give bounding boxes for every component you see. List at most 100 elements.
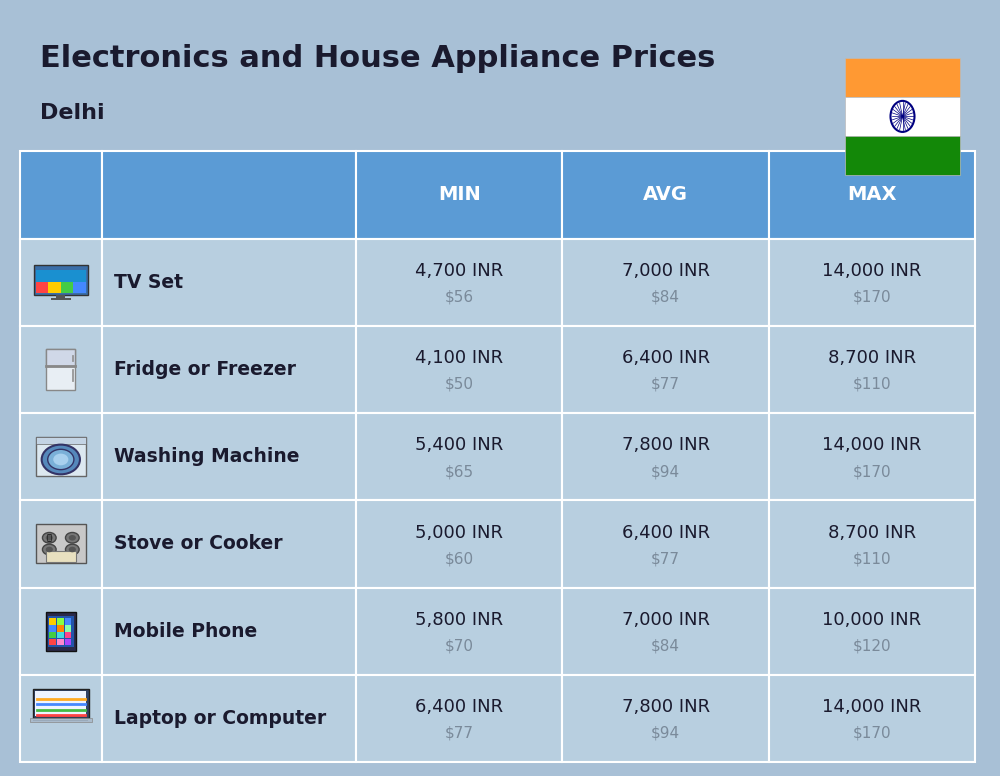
Bar bbox=[769, 675, 975, 762]
Bar bbox=[49, 639, 56, 646]
Text: 7,800 INR: 7,800 INR bbox=[622, 436, 710, 454]
Text: $77: $77 bbox=[651, 551, 680, 566]
Bar bbox=[20, 587, 102, 675]
Text: $170: $170 bbox=[853, 289, 891, 304]
Ellipse shape bbox=[46, 535, 53, 541]
Bar bbox=[102, 151, 356, 238]
Text: $170: $170 bbox=[853, 464, 891, 479]
Bar bbox=[33, 719, 88, 722]
Ellipse shape bbox=[65, 532, 79, 543]
Bar bbox=[562, 587, 769, 675]
Ellipse shape bbox=[69, 535, 76, 541]
Bar bbox=[36, 525, 86, 563]
Ellipse shape bbox=[46, 547, 53, 553]
Bar bbox=[20, 151, 102, 238]
Text: 10,000 INR: 10,000 INR bbox=[822, 611, 922, 629]
Text: MIN: MIN bbox=[438, 185, 481, 204]
Text: 7,000 INR: 7,000 INR bbox=[622, 262, 710, 280]
Text: 7,800 INR: 7,800 INR bbox=[622, 698, 710, 716]
Bar bbox=[35, 691, 86, 716]
Bar bbox=[20, 238, 102, 326]
Text: 14,000 INR: 14,000 INR bbox=[822, 262, 922, 280]
Text: Washing Machine: Washing Machine bbox=[114, 447, 300, 466]
Bar bbox=[769, 501, 975, 587]
Text: AVG: AVG bbox=[643, 185, 688, 204]
Bar bbox=[845, 97, 960, 136]
Text: 4,700 INR: 4,700 INR bbox=[415, 262, 503, 280]
Bar bbox=[33, 689, 89, 719]
Ellipse shape bbox=[53, 454, 68, 466]
Text: $56: $56 bbox=[445, 289, 474, 304]
Bar bbox=[34, 265, 88, 295]
Bar bbox=[102, 326, 356, 413]
Text: Mobile Phone: Mobile Phone bbox=[114, 622, 258, 641]
Bar bbox=[769, 326, 975, 413]
Text: 5,000 INR: 5,000 INR bbox=[415, 524, 503, 542]
Bar bbox=[102, 587, 356, 675]
Bar bbox=[65, 639, 71, 646]
Bar bbox=[36, 282, 48, 293]
Text: $84: $84 bbox=[651, 639, 680, 653]
Bar bbox=[36, 437, 86, 476]
Bar bbox=[20, 413, 102, 501]
Bar bbox=[769, 413, 975, 501]
Bar bbox=[20, 675, 102, 762]
Bar bbox=[562, 326, 769, 413]
Bar bbox=[845, 136, 960, 175]
Bar bbox=[49, 625, 56, 632]
Text: $94: $94 bbox=[651, 726, 680, 741]
Bar bbox=[72, 355, 73, 362]
Text: 14,000 INR: 14,000 INR bbox=[822, 698, 922, 716]
Bar bbox=[356, 501, 562, 587]
Bar bbox=[356, 238, 562, 326]
Text: Electronics and House Appliance Prices: Electronics and House Appliance Prices bbox=[40, 43, 715, 73]
Ellipse shape bbox=[69, 547, 76, 553]
Bar bbox=[102, 675, 356, 762]
Text: $84: $84 bbox=[651, 289, 680, 304]
Bar bbox=[65, 632, 71, 639]
Bar bbox=[73, 282, 86, 293]
Bar bbox=[36, 437, 86, 444]
Bar bbox=[48, 282, 61, 293]
Bar bbox=[65, 618, 71, 625]
Bar bbox=[57, 639, 64, 646]
Text: 7,000 INR: 7,000 INR bbox=[622, 611, 710, 629]
Bar bbox=[72, 369, 73, 381]
Text: $65: $65 bbox=[445, 464, 474, 479]
Bar bbox=[57, 632, 64, 639]
Text: $94: $94 bbox=[651, 464, 680, 479]
Bar bbox=[30, 719, 92, 722]
Text: $77: $77 bbox=[445, 726, 474, 741]
Ellipse shape bbox=[42, 544, 56, 555]
Bar bbox=[48, 616, 74, 647]
Text: 🔥: 🔥 bbox=[47, 533, 52, 542]
Bar bbox=[36, 270, 86, 293]
Bar bbox=[65, 625, 71, 632]
Text: 6,400 INR: 6,400 INR bbox=[622, 349, 710, 367]
Bar bbox=[46, 349, 75, 366]
Text: $110: $110 bbox=[853, 377, 891, 392]
Text: 4,100 INR: 4,100 INR bbox=[415, 349, 503, 367]
Text: $120: $120 bbox=[853, 639, 891, 653]
Text: $50: $50 bbox=[445, 377, 474, 392]
Text: 5,800 INR: 5,800 INR bbox=[415, 611, 503, 629]
Text: 6,400 INR: 6,400 INR bbox=[622, 524, 710, 542]
Text: 5,400 INR: 5,400 INR bbox=[415, 436, 503, 454]
Text: Stove or Cooker: Stove or Cooker bbox=[114, 535, 283, 553]
Bar bbox=[61, 282, 73, 293]
Bar bbox=[102, 501, 356, 587]
Bar bbox=[562, 501, 769, 587]
Bar bbox=[769, 587, 975, 675]
Bar bbox=[769, 238, 975, 326]
Bar bbox=[562, 675, 769, 762]
Bar bbox=[562, 238, 769, 326]
Text: 8,700 INR: 8,700 INR bbox=[828, 524, 916, 542]
Text: $77: $77 bbox=[651, 377, 680, 392]
Text: Delhi: Delhi bbox=[40, 102, 105, 123]
Ellipse shape bbox=[65, 544, 79, 555]
Bar bbox=[562, 413, 769, 501]
Bar bbox=[356, 326, 562, 413]
Bar bbox=[51, 298, 71, 300]
Text: MAX: MAX bbox=[847, 185, 897, 204]
Bar bbox=[57, 618, 64, 625]
